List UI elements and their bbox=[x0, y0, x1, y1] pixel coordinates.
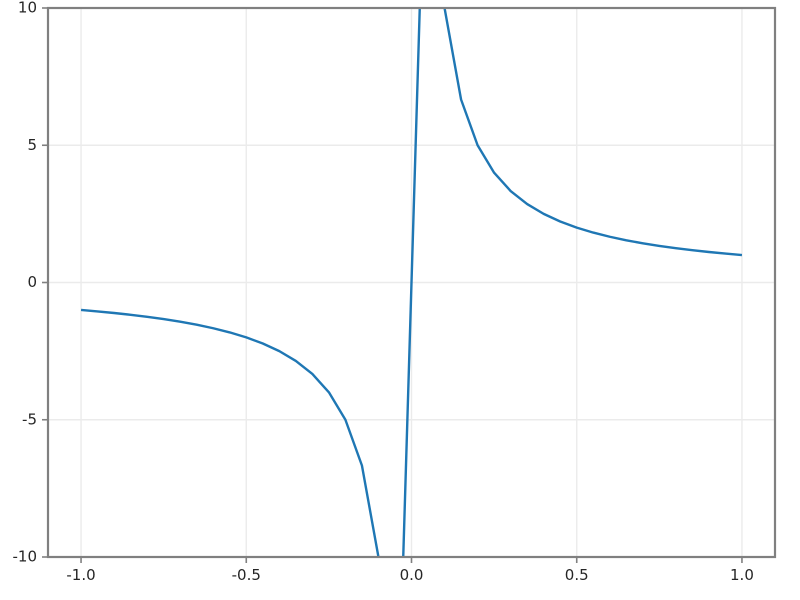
x-tick-label: 0.0 bbox=[400, 566, 424, 584]
y-axis-tick-labels: -10 -5 0 5 10 bbox=[13, 0, 38, 566]
x-tick-label: 0.5 bbox=[565, 566, 589, 584]
y-tick-label: -5 bbox=[22, 410, 37, 428]
x-tick-label: -0.5 bbox=[232, 566, 261, 584]
gridlines bbox=[48, 8, 775, 557]
y-tick-label: 0 bbox=[27, 273, 37, 291]
x-tick-label: 1.0 bbox=[730, 566, 754, 584]
y-tick-label: -10 bbox=[13, 548, 38, 566]
data-series-group bbox=[80, 8, 743, 557]
x-tick-label: -1.0 bbox=[66, 566, 95, 584]
tick-marks bbox=[42, 7, 743, 563]
x-axis-tick-labels: -1.0 -0.5 0.0 0.5 1.0 bbox=[66, 566, 753, 584]
y-tick-label: 5 bbox=[27, 136, 37, 154]
y-tick-label: 10 bbox=[18, 0, 37, 17]
series-line-0 bbox=[80, 8, 743, 557]
